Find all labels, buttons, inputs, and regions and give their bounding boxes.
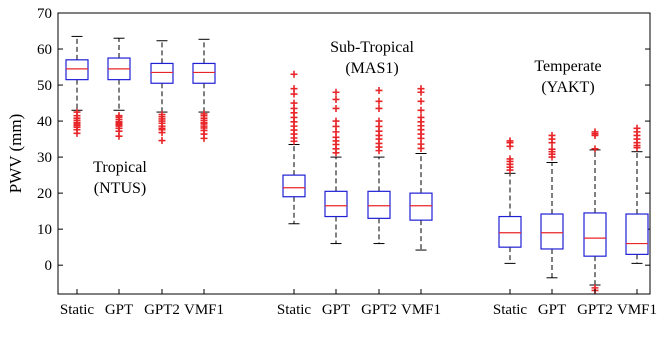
box-gpt (540, 131, 564, 279)
x-tick-label: VMF1 (617, 302, 657, 318)
iqr-box (150, 62, 174, 84)
y-axis: 0 10 20 30 40 50 60 70 (37, 6, 650, 274)
x-tick-label: GPT2 (577, 302, 613, 318)
y-tick-label: 20 (37, 186, 52, 202)
x-tick-label: VMF1 (401, 302, 441, 318)
outlier-marker (417, 144, 425, 152)
outlier-marker (375, 104, 383, 112)
y-tick-label: 0 (45, 258, 53, 274)
x-axis: Static GPT GPT2 VMF1 Static GPT GPT2 VMF1 Static… (60, 289, 657, 318)
outlier-marker (115, 132, 123, 140)
group-label-line: Sub-Tropical (330, 39, 414, 56)
outlier-marker (158, 137, 166, 145)
group-labels: Tropical (NTUS) Sub-Tropical (MAS1) Temperat… (93, 39, 601, 197)
box-static (282, 70, 306, 225)
box-series (65, 35, 649, 294)
outlier-marker (290, 90, 298, 98)
outlier-marker (332, 149, 340, 157)
iqr-box (498, 215, 522, 248)
iqr-box (324, 190, 348, 218)
x-tick-label: GPT2 (361, 302, 397, 318)
y-tick-label: 60 (37, 42, 52, 58)
iqr-box (409, 192, 433, 221)
outlier-marker (375, 97, 383, 105)
x-tick-label: Static (277, 302, 312, 318)
box-static (498, 137, 522, 264)
outlier-marker (548, 139, 556, 147)
x-tick-label: GPT (105, 302, 133, 318)
box-static (65, 35, 89, 137)
outlier-marker (548, 153, 556, 161)
plot-area (57, 12, 651, 295)
x-tick-label: Static (60, 302, 95, 318)
outlier-marker (591, 131, 599, 139)
outlier-marker (417, 97, 425, 105)
box-gpt2 (367, 86, 391, 245)
y-tick-label: 10 (37, 222, 52, 238)
iqr-box (282, 174, 306, 198)
outlier-marker (332, 88, 340, 96)
outlier-marker (633, 144, 641, 152)
x-tick-label: GPT (322, 302, 350, 318)
group-label-line: Tropical (93, 159, 147, 176)
outlier-marker (73, 129, 81, 137)
outlier-marker (506, 142, 514, 150)
outlier-marker (332, 104, 340, 112)
y-tick-label: 40 (37, 114, 52, 130)
box-vmf1 (192, 38, 216, 142)
x-tick-label: VMF1 (184, 302, 224, 318)
outlier-marker (417, 106, 425, 114)
iqr-box (192, 62, 216, 84)
group-label-line: (MAS1) (345, 60, 398, 77)
outlier-marker (506, 166, 514, 174)
iqr-box (65, 59, 89, 81)
group-label-line: (YAKT) (541, 79, 594, 96)
plot-border (57, 12, 651, 295)
outlier-marker (158, 129, 166, 137)
y-axis-label: PWV (mm) (6, 114, 25, 194)
outlier-marker (375, 86, 383, 94)
y-tick-label: 70 (37, 6, 52, 22)
y-tick-label: 30 (37, 150, 52, 166)
box-vmf1 (409, 85, 433, 251)
group-label-line: Temperate (534, 58, 601, 75)
box-gpt (107, 37, 131, 140)
outlier-marker (417, 88, 425, 96)
y-tick-label: 50 (37, 78, 52, 94)
box-gpt2 (150, 40, 174, 145)
outlier-marker (375, 147, 383, 155)
iqr-box (625, 213, 649, 255)
outlier-marker (200, 134, 208, 142)
group-label-line: (NTUS) (94, 180, 146, 197)
box-gpt (324, 88, 348, 245)
iqr-box (540, 213, 564, 250)
outlier-marker (290, 70, 298, 78)
iqr-box (583, 212, 607, 257)
outlier-marker (290, 137, 298, 145)
outlier-marker (332, 95, 340, 103)
x-tick-label: GPT (538, 302, 566, 318)
box-gpt2 (583, 128, 607, 294)
iqr-box (367, 190, 391, 219)
x-tick-label: GPT2 (144, 302, 180, 318)
outlier-marker (591, 145, 599, 153)
x-tick-label: Static (493, 302, 528, 318)
box-vmf1 (625, 124, 649, 264)
